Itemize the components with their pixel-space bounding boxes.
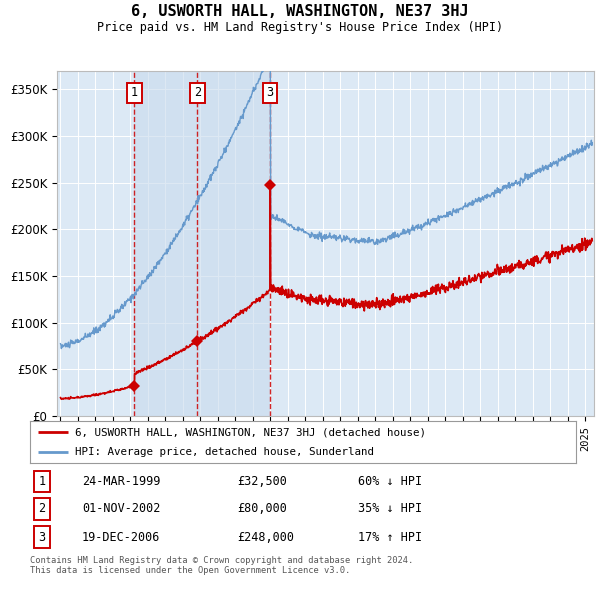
Bar — [197, 71, 270, 416]
Text: £248,000: £248,000 — [238, 530, 295, 543]
Text: 35% ↓ HPI: 35% ↓ HPI — [358, 502, 422, 516]
Text: 2: 2 — [194, 86, 201, 99]
Text: 60% ↓ HPI: 60% ↓ HPI — [358, 475, 422, 488]
Bar — [134, 71, 197, 416]
Text: £32,500: £32,500 — [238, 475, 287, 488]
Text: 2: 2 — [38, 502, 46, 516]
Text: 6, USWORTH HALL, WASHINGTON, NE37 3HJ (detached house): 6, USWORTH HALL, WASHINGTON, NE37 3HJ (d… — [75, 427, 426, 437]
Text: Price paid vs. HM Land Registry's House Price Index (HPI): Price paid vs. HM Land Registry's House … — [97, 21, 503, 34]
Text: Contains HM Land Registry data © Crown copyright and database right 2024.
This d: Contains HM Land Registry data © Crown c… — [30, 556, 413, 575]
Text: 3: 3 — [266, 86, 274, 99]
Text: HPI: Average price, detached house, Sunderland: HPI: Average price, detached house, Sund… — [75, 447, 374, 457]
Text: £80,000: £80,000 — [238, 502, 287, 516]
Text: 01-NOV-2002: 01-NOV-2002 — [82, 502, 160, 516]
Text: 1: 1 — [131, 86, 138, 99]
Text: 19-DEC-2006: 19-DEC-2006 — [82, 530, 160, 543]
Text: 17% ↑ HPI: 17% ↑ HPI — [358, 530, 422, 543]
Text: 6, USWORTH HALL, WASHINGTON, NE37 3HJ: 6, USWORTH HALL, WASHINGTON, NE37 3HJ — [131, 4, 469, 19]
Text: 1: 1 — [38, 475, 46, 488]
Text: 3: 3 — [38, 530, 46, 543]
Text: 24-MAR-1999: 24-MAR-1999 — [82, 475, 160, 488]
